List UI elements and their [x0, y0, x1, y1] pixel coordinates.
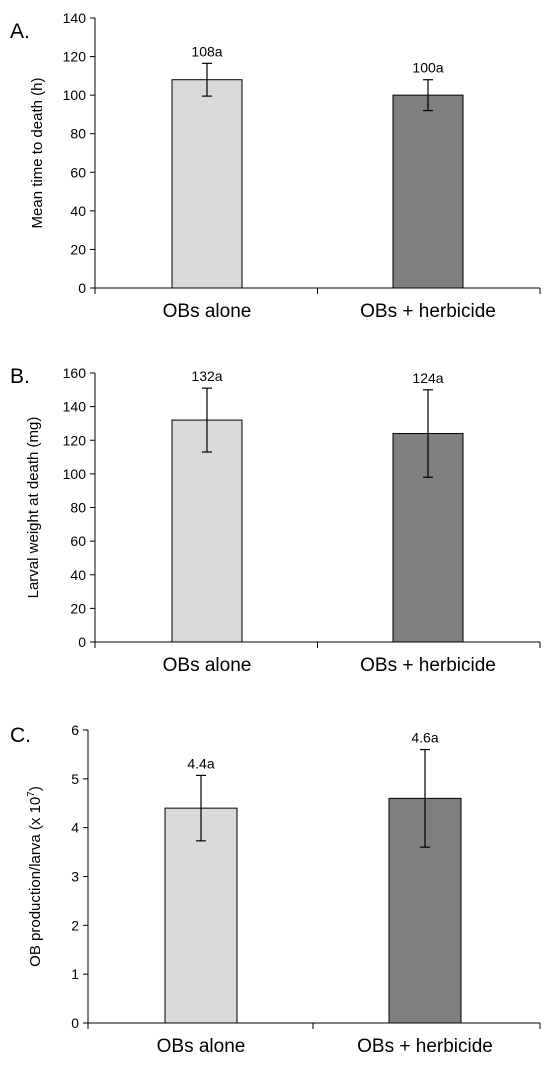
- bar: [171, 79, 243, 289]
- category-label: OBs + herbicide: [360, 655, 496, 676]
- data-label: 100a: [412, 60, 443, 76]
- y-tick-label: 6: [71, 722, 79, 738]
- y-tick-label: 120: [63, 49, 87, 65]
- y-tick-label: 40: [70, 567, 86, 583]
- y-tick-label: 1: [71, 966, 79, 982]
- y-tick-label: 100: [63, 466, 87, 482]
- panel-label: B.: [10, 365, 30, 388]
- bar: [164, 807, 238, 1024]
- data-label: 108a: [191, 43, 222, 59]
- category-label: OBs + herbicide: [360, 301, 496, 322]
- y-tick-label: 20: [70, 600, 86, 616]
- y-tick-label: 120: [63, 432, 87, 448]
- data-label: 4.4a: [187, 755, 214, 771]
- y-tick-label: 40: [70, 203, 86, 219]
- chart-panel-a: A. 0 20 40 60 80 100 120 140 108a OBs alone 100a OBs…: [10, 10, 541, 322]
- y-tick-label: 100: [63, 87, 87, 103]
- y-axis-title: OB production/larva (x 107): [26, 786, 44, 967]
- category-label: OBs + herbicide: [357, 1036, 493, 1057]
- y-tick-label: 4: [71, 820, 79, 836]
- panel-label: A.: [10, 20, 30, 43]
- category-label: OBs alone: [157, 1036, 246, 1057]
- data-label: 132a: [191, 368, 222, 384]
- chart-panel-b: B. 0 20 40 60 80 100 120 140 160 132a OBs alone 124a…: [10, 365, 541, 676]
- bar: [392, 94, 464, 289]
- category-label: OBs alone: [163, 301, 252, 322]
- y-tick-label: 60: [70, 164, 86, 180]
- y-tick-label: 140: [63, 10, 87, 26]
- y-tick-label: 3: [71, 869, 79, 885]
- y-tick-label: 2: [71, 917, 79, 933]
- y-tick-label: 5: [71, 771, 79, 787]
- y-tick-label: 140: [63, 399, 87, 415]
- panel-label: C.: [10, 724, 31, 747]
- y-tick-label: 0: [78, 280, 86, 296]
- chart-panel-c: C. 0 1 2 3 4 5 6 4.4a OBs alone 4.6a OBs + herbicid…: [10, 722, 541, 1057]
- y-axis-title: Larval weight at death (mg): [25, 417, 42, 599]
- bar: [171, 419, 243, 643]
- data-label: 4.6a: [411, 730, 438, 746]
- data-label: 124a: [412, 370, 443, 386]
- y-tick-label: 20: [70, 241, 86, 257]
- y-tick-label: 0: [78, 634, 86, 650]
- y-tick-label: 60: [70, 533, 86, 549]
- y-tick-label: 80: [70, 126, 86, 142]
- category-label: OBs alone: [163, 655, 252, 676]
- y-tick-label: 160: [63, 365, 87, 381]
- y-tick-label: 0: [71, 1015, 79, 1031]
- y-tick-label: 80: [70, 500, 86, 516]
- y-axis-title: Mean time to death (h): [29, 78, 46, 229]
